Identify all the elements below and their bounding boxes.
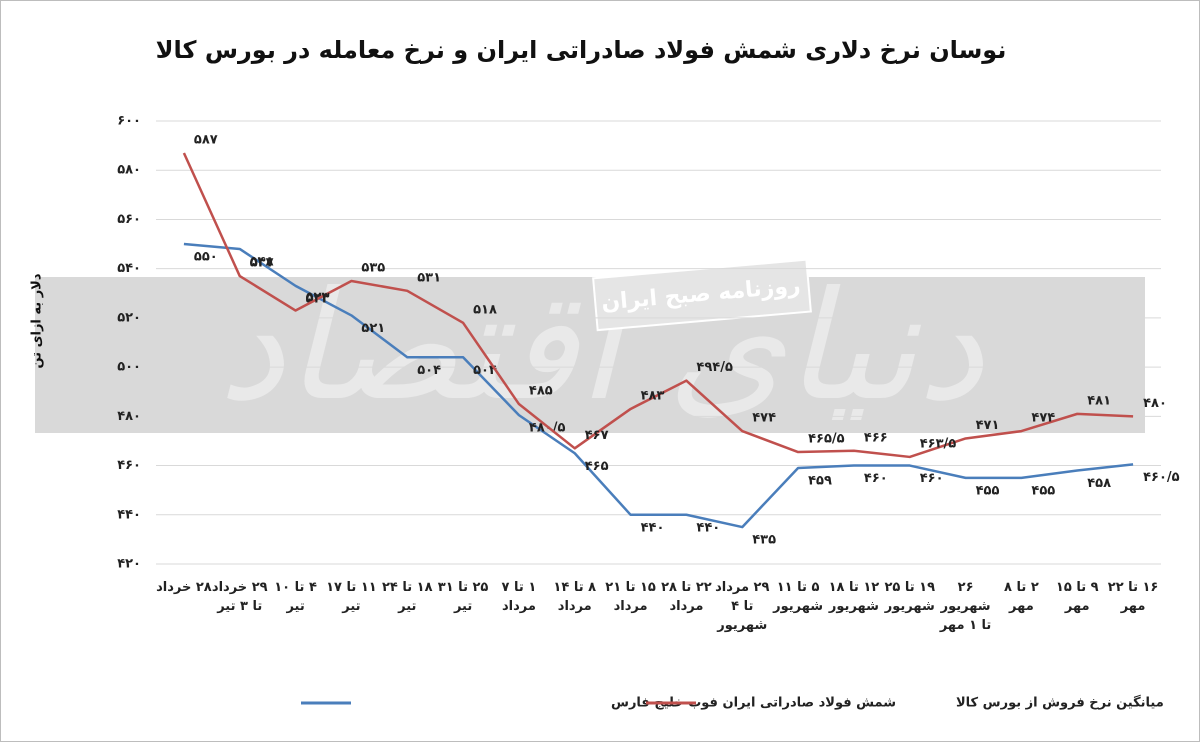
legend-label: میانگین نرخ فروش از بورس کالا [956, 695, 1164, 711]
data-label: ۴۸۱ [1087, 393, 1111, 408]
data-label: ۴۴۰ [696, 520, 720, 535]
data-label: ۴۵۸ [1087, 476, 1111, 491]
data-label: ۵۱۸ [473, 302, 497, 317]
data-label: ۴۳۵ [752, 533, 776, 548]
y-tick-label: ۴۴۰ [117, 507, 141, 522]
data-label: ۴۵۹ [808, 474, 832, 489]
data-label: ۵۵۰ [194, 250, 218, 265]
data-label: ۴۹۴/۵ [696, 360, 733, 375]
data-label: ۴۶۵ [585, 459, 609, 474]
watermark-band [35, 277, 1145, 433]
x-tick-label: ۱۸ تا ۲۴ تیر [381, 580, 433, 614]
x-tick-label: ۸ تا ۱۴ مرداد [553, 580, 597, 614]
data-label: ۵۲۱ [361, 321, 385, 336]
data-label: ۴۶۷ [585, 428, 609, 443]
y-tick-label: ۵۸۰ [117, 163, 141, 178]
x-tick-label: ۱۵ تا ۲۱ مرداد [605, 580, 656, 614]
x-tick-label: ۱۹ تا ۲۵ شهریور [884, 580, 936, 614]
y-tick-label: ۵۰۰ [117, 360, 141, 375]
x-tick-label: ۵ تا ۱۱ شهریور [773, 580, 824, 614]
data-label: ۴۸۰ [1143, 396, 1167, 411]
x-tick-label: ۱ تا ۷ مرداد [501, 580, 537, 614]
y-tick-label: ۴۸۰ [117, 409, 141, 424]
data-label: ۵۰۴ [473, 363, 497, 378]
data-label: ۴۷۴ [1031, 411, 1055, 426]
data-label: ۵۲۳ [306, 290, 330, 305]
line-series [182, 152, 1134, 459]
y-tick-label: ۵۶۰ [117, 212, 141, 227]
x-tick-label: ۱۶ تا ۲۲ مهر [1107, 580, 1159, 614]
data-label: ۵۸۷ [194, 132, 218, 147]
x-tick-label: ۱۲ تا ۱۸ شهریور [828, 580, 880, 614]
y-tick-label: ۴۶۰ [117, 458, 141, 473]
data-label: ۴۵۵ [976, 483, 1000, 498]
data-label: ۴۸۰/۵ [529, 421, 566, 436]
y-axis-label: دلار به ازای تن [30, 273, 45, 368]
y-tick-label: ۶۰۰ [117, 114, 141, 129]
data-label: ۴۷۴ [752, 411, 776, 426]
x-tick-label: ۲۲ تا ۲۸ مرداد [661, 580, 712, 614]
data-label: ۵۳۷ [250, 256, 274, 271]
data-label: ۴۸۵ [529, 384, 553, 399]
data-label: ۴۷۱ [976, 418, 1000, 433]
data-label: ۴۶۶ [864, 430, 888, 445]
x-tick-label: ۴ تا ۱۰ تیر [274, 580, 317, 614]
data-label: ۴۶۳/۵ [920, 436, 957, 451]
data-label: ۵۳۱ [417, 270, 441, 285]
data-label: ۴۶۰ [920, 471, 944, 486]
y-tick-label: ۵۲۰ [117, 310, 141, 325]
data-label: ۵۳۵ [361, 260, 385, 275]
data-label: ۴۴۰ [641, 520, 665, 535]
x-tick-label: ۲۵ تا ۳۱ تیر [437, 580, 489, 614]
x-tick-label: ۲۶ شهریور تا ۱ مهر [939, 580, 992, 633]
data-label: ۴۶۰ [864, 471, 888, 486]
chart-title: نوسان نرخ دلاری شمش فولاد صادراتی ایران … [156, 36, 1007, 64]
line-series [183, 242, 1134, 529]
y-tick-label: ۴۲۰ [117, 557, 141, 572]
x-tick-label: ۲ تا ۸ مهر [1004, 580, 1039, 614]
legend-label: شمش فولاد صادراتی ایران فوب خلیج فارس [611, 696, 896, 711]
data-label: ۴۸۳ [641, 388, 665, 403]
data-label: ۵۰۴ [417, 363, 441, 378]
x-tick-label: ۹ تا ۱۵ مهر [1055, 580, 1099, 614]
y-tick-label: ۵۴۰ [117, 261, 141, 276]
data-label: ۴۶۰/۵ [1143, 470, 1180, 485]
data-label: ۴۵۵ [1031, 483, 1055, 498]
x-tick-label: ۲۹ خرداد تا ۳ تیر [211, 580, 268, 614]
x-tick-label: ۱۱ تا ۱۷ تیر [326, 580, 377, 614]
data-label: ۴۶۵/۵ [808, 432, 845, 447]
data-label: ۵۴۸ [250, 254, 274, 269]
x-tick-label: ۲۸ خرداد [156, 580, 212, 595]
x-tick-label: ۲۹ مرداد تا ۴ شهریور [715, 580, 770, 633]
